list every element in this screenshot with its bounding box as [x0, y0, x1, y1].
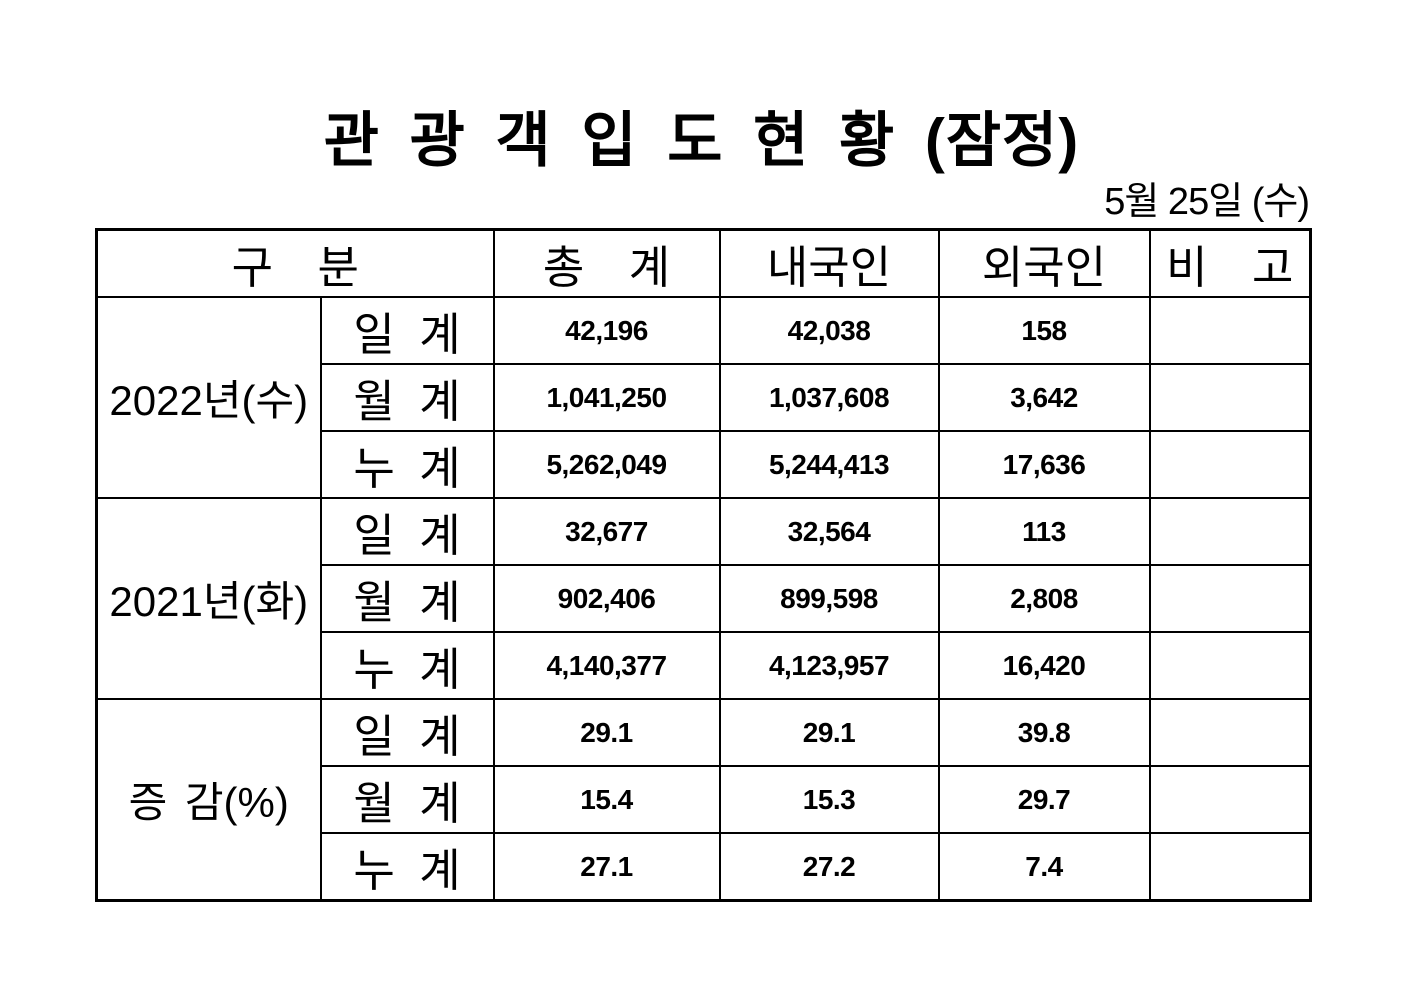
foreign-value-cell: 39.8	[937, 698, 1151, 767]
total-value-cell: 29.1	[492, 698, 721, 767]
foreign-value-cell: 3,642	[937, 363, 1151, 432]
table-row: 누 계 5,262,049 5,244,413 17,636	[97, 430, 1312, 499]
domestic-value-cell: 32,564	[718, 497, 940, 566]
note-cell	[1148, 832, 1312, 902]
foreign-value-cell: 113	[937, 497, 1151, 566]
domestic-value-cell: 4,123,957	[718, 631, 940, 700]
note-cell	[1148, 363, 1312, 432]
table-row: 누 계 4,140,377 4,123,957 16,420	[97, 631, 1312, 700]
note-cell	[1148, 430, 1312, 499]
row-label-cell: 일 계	[319, 296, 495, 365]
table-row: 월 계 15.4 15.3 29.7	[97, 765, 1312, 834]
row-label-cell: 누 계	[319, 832, 495, 902]
table-row: 월 계 902,406 899,598 2,808	[97, 564, 1312, 633]
row-label-cell: 월 계	[319, 363, 495, 432]
foreign-value-cell: 7.4	[937, 832, 1151, 902]
header-category: 구 분	[95, 228, 495, 298]
total-value-cell: 42,196	[492, 296, 721, 365]
row-label-cell: 일 계	[319, 698, 495, 767]
total-value-cell: 1,041,250	[492, 363, 721, 432]
foreign-value-cell: 158	[937, 296, 1151, 365]
total-value-cell: 27.1	[492, 832, 721, 902]
domestic-value-cell: 899,598	[718, 564, 940, 633]
total-value-cell: 32,677	[492, 497, 721, 566]
table-row: 월 계 1,041,250 1,037,608 3,642	[97, 363, 1312, 432]
page-title: 관 광 객 입 도 현 황 (잠정)	[323, 107, 1080, 174]
year-cell-change: 증 감(%)	[95, 698, 322, 902]
report-date: 5월 25일 (수)	[1104, 181, 1310, 223]
tourist-arrivals-table: 구 분 총 계 내국인 외국인 비 고 2022년(수) 일 계 42,196 …	[95, 228, 1312, 902]
domestic-value-cell: 5,244,413	[718, 430, 940, 499]
note-cell	[1148, 564, 1312, 633]
header-foreign: 외국인	[937, 228, 1151, 298]
domestic-value-cell: 27.2	[718, 832, 940, 902]
domestic-value-cell: 15.3	[718, 765, 940, 834]
foreign-value-cell: 16,420	[937, 631, 1151, 700]
row-label-cell: 누 계	[319, 631, 495, 700]
table-row: 누 계 27.1 27.2 7.4	[97, 832, 1312, 902]
year-cell-2022: 2022년(수)	[95, 296, 322, 499]
row-label-cell: 누 계	[319, 430, 495, 499]
row-label-cell: 월 계	[319, 765, 495, 834]
domestic-value-cell: 42,038	[718, 296, 940, 365]
header-row: 구 분 총 계 내국인 외국인 비 고	[95, 228, 1312, 298]
domestic-value-cell: 29.1	[718, 698, 940, 767]
note-cell	[1148, 698, 1312, 767]
row-label-cell: 월 계	[319, 564, 495, 633]
header-note: 비 고	[1148, 228, 1312, 298]
note-cell	[1148, 497, 1312, 566]
year-cell-2021: 2021년(화)	[95, 497, 322, 700]
table-row: 2022년(수) 일 계 42,196 42,038 158	[95, 296, 1312, 499]
table-row: 2021년(화) 일 계 32,677 32,564 113	[95, 497, 1312, 700]
row-label-cell: 일 계	[319, 497, 495, 566]
header-total: 총 계	[492, 228, 721, 298]
total-value-cell: 5,262,049	[492, 430, 721, 499]
note-cell	[1148, 296, 1312, 365]
total-value-cell: 15.4	[492, 765, 721, 834]
foreign-value-cell: 17,636	[937, 430, 1151, 499]
total-value-cell: 4,140,377	[492, 631, 721, 700]
table-row: 증 감(%) 일 계 29.1 29.1 39.8	[95, 698, 1312, 902]
note-cell	[1148, 631, 1312, 700]
total-value-cell: 902,406	[492, 564, 721, 633]
foreign-value-cell: 29.7	[937, 765, 1151, 834]
header-domestic: 내국인	[718, 228, 940, 298]
note-cell	[1148, 765, 1312, 834]
domestic-value-cell: 1,037,608	[718, 363, 940, 432]
foreign-value-cell: 2,808	[937, 564, 1151, 633]
